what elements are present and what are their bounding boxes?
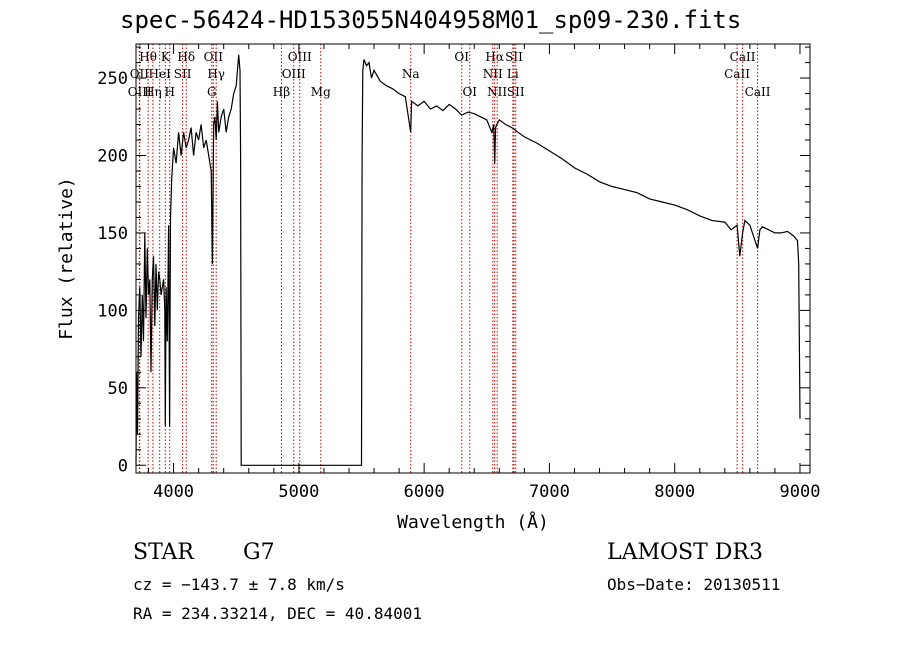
y-tick-label: 250 bbox=[97, 69, 128, 89]
object-subclass: G7 bbox=[243, 540, 275, 565]
x-tick-label: 5000 bbox=[278, 482, 319, 502]
line-label-20: SII bbox=[505, 50, 523, 64]
x-axis-label: Wavelength (Å) bbox=[397, 511, 549, 533]
chart-title: spec-56424-HD153055N404958M01_sp09-230.f… bbox=[120, 6, 742, 34]
line-label-11: G bbox=[207, 85, 217, 99]
line-label-22: Li bbox=[507, 67, 519, 81]
line-label-15: Mg bbox=[311, 85, 331, 99]
y-tick-label: 0 bbox=[118, 456, 128, 476]
spectrum-line bbox=[135, 54, 801, 466]
y-tick-label: 150 bbox=[97, 224, 128, 244]
x-tick-label: 6000 bbox=[404, 482, 445, 502]
x-tick-label: 8000 bbox=[654, 482, 695, 502]
line-label-0: Hθ bbox=[139, 50, 157, 64]
line-label-12: OIII bbox=[288, 50, 312, 64]
x-tick-label: 7000 bbox=[529, 482, 570, 502]
line-label-8: H bbox=[164, 85, 174, 99]
line-label-26: CaII bbox=[724, 67, 750, 81]
x-tick-label: 4000 bbox=[153, 482, 194, 502]
y-axis-label: Flux (relative) bbox=[56, 177, 77, 340]
line-label-6: Hδ bbox=[177, 50, 195, 64]
x-tick-label: 9000 bbox=[780, 482, 821, 502]
line-label-10: Hγ bbox=[207, 67, 225, 81]
y-tick-label: 100 bbox=[97, 301, 128, 321]
object-class: STAR bbox=[133, 540, 194, 565]
obs-date: Obs−Date: 20130511 bbox=[607, 575, 781, 594]
survey-name: LAMOST DR3 bbox=[607, 540, 763, 565]
line-label-13: OIII bbox=[282, 67, 306, 81]
line-label-5: Hη bbox=[144, 85, 162, 99]
line-label-23: NII bbox=[487, 85, 507, 99]
line-label-27: CaII bbox=[745, 85, 771, 99]
line-label-19: Hα bbox=[485, 50, 504, 64]
line-label-4: HeI bbox=[149, 67, 172, 81]
line-label-21: NII bbox=[483, 67, 503, 81]
line-label-7: SII bbox=[174, 67, 192, 81]
ra-dec: RA = 234.33214, DEC = 40.84001 bbox=[133, 604, 422, 623]
line-label-25: CaII bbox=[730, 50, 756, 64]
line-label-2: OIII bbox=[128, 85, 152, 99]
plot-frame bbox=[135, 43, 811, 474]
line-label-1: OII bbox=[130, 67, 150, 81]
line-label-9: OII bbox=[204, 50, 224, 64]
redshift-cz: cz = −143.7 ± 7.8 km/s bbox=[133, 575, 345, 594]
y-tick-label: 50 bbox=[108, 379, 128, 399]
line-label-3: K bbox=[161, 50, 171, 64]
line-label-24: SII bbox=[507, 85, 525, 99]
line-label-17: OI bbox=[454, 50, 469, 64]
line-label-14: Hβ bbox=[273, 85, 290, 99]
line-label-16: Na bbox=[402, 67, 420, 81]
y-tick-label: 200 bbox=[97, 147, 128, 167]
line-label-18: OI bbox=[462, 85, 477, 99]
